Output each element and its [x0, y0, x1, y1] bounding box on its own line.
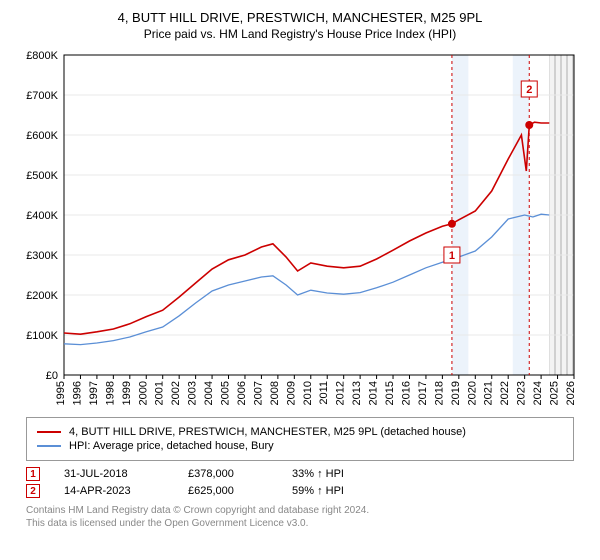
svg-text:2011: 2011 — [318, 381, 330, 405]
footer: Contains HM Land Registry data © Crown c… — [26, 504, 574, 530]
svg-text:2013: 2013 — [351, 381, 363, 405]
transaction-pct: 59% ↑ HPI — [292, 485, 344, 497]
legend-swatch — [37, 445, 61, 447]
svg-text:1: 1 — [449, 250, 455, 262]
footer-line: Contains HM Land Registry data © Crown c… — [26, 504, 574, 517]
svg-text:2018: 2018 — [433, 381, 445, 405]
svg-text:1997: 1997 — [88, 381, 100, 405]
svg-text:1998: 1998 — [104, 381, 116, 405]
svg-text:2001: 2001 — [154, 381, 166, 405]
svg-text:2021: 2021 — [483, 381, 495, 405]
chart: 1 2 £0 £100K £200K £300K £400K £500K £600K £700K £… — [18, 49, 582, 409]
legend: 4, BUTT HILL DRIVE, PRESTWICH, MANCHESTE… — [26, 417, 574, 461]
svg-text:2009: 2009 — [285, 381, 297, 405]
transaction-price: £625,000 — [188, 485, 268, 497]
svg-text:2025: 2025 — [549, 381, 561, 405]
svg-text:2010: 2010 — [302, 381, 314, 405]
svg-text:2020: 2020 — [466, 381, 478, 405]
svg-text:£500K: £500K — [26, 170, 58, 182]
svg-text:£200K: £200K — [26, 290, 58, 302]
svg-text:£600K: £600K — [26, 130, 58, 142]
legend-item: 4, BUTT HILL DRIVE, PRESTWICH, MANCHESTE… — [37, 426, 563, 438]
svg-text:2012: 2012 — [335, 381, 347, 405]
legend-label: HPI: Average price, detached house, Bury — [69, 440, 274, 452]
transaction-date: 31-JUL-2018 — [64, 468, 164, 480]
legend-swatch — [37, 431, 61, 433]
transaction-pct: 33% ↑ HPI — [292, 468, 344, 480]
svg-text:2005: 2005 — [220, 381, 232, 405]
transaction-row: 1 31-JUL-2018 £378,000 33% ↑ HPI — [26, 467, 574, 481]
svg-text:1999: 1999 — [121, 381, 133, 405]
svg-text:1996: 1996 — [71, 381, 83, 405]
svg-text:2026: 2026 — [565, 381, 577, 405]
svg-text:2023: 2023 — [516, 381, 528, 405]
svg-text:2007: 2007 — [252, 381, 264, 405]
svg-text:2022: 2022 — [499, 381, 511, 405]
svg-text:2014: 2014 — [368, 381, 380, 405]
transaction-marker: 2 — [26, 484, 40, 498]
legend-label: 4, BUTT HILL DRIVE, PRESTWICH, MANCHESTE… — [69, 426, 466, 438]
transaction-date: 14-APR-2023 — [64, 485, 164, 497]
svg-text:2024: 2024 — [532, 381, 544, 405]
svg-text:2016: 2016 — [400, 381, 412, 405]
transaction-row: 2 14-APR-2023 £625,000 59% ↑ HPI — [26, 484, 574, 498]
svg-text:2: 2 — [526, 84, 532, 96]
footer-line: This data is licensed under the Open Gov… — [26, 517, 574, 530]
svg-text:2017: 2017 — [417, 381, 429, 405]
transaction-marker: 1 — [26, 467, 40, 481]
page-title: 4, BUTT HILL DRIVE, PRESTWICH, MANCHESTE… — [8, 10, 592, 25]
svg-text:2008: 2008 — [269, 381, 281, 405]
svg-text:2006: 2006 — [236, 381, 248, 405]
svg-text:2015: 2015 — [384, 381, 396, 405]
svg-text:2004: 2004 — [203, 381, 215, 405]
svg-text:£700K: £700K — [26, 90, 58, 102]
svg-text:2002: 2002 — [170, 381, 182, 405]
svg-text:1995: 1995 — [55, 381, 67, 405]
transaction-price: £378,000 — [188, 468, 268, 480]
svg-text:£300K: £300K — [26, 250, 58, 262]
svg-text:2019: 2019 — [450, 381, 462, 405]
chart-svg: 1 2 £0 £100K £200K £300K £400K £500K £600K £700K £… — [18, 49, 582, 409]
svg-text:2003: 2003 — [187, 381, 199, 405]
svg-text:£800K: £800K — [26, 50, 58, 62]
legend-item: HPI: Average price, detached house, Bury — [37, 440, 563, 452]
svg-text:2000: 2000 — [137, 381, 149, 405]
svg-text:£0: £0 — [46, 370, 58, 382]
svg-text:£400K: £400K — [26, 210, 58, 222]
transactions-table: 1 31-JUL-2018 £378,000 33% ↑ HPI 2 14-AP… — [26, 467, 574, 498]
svg-text:£100K: £100K — [26, 330, 58, 342]
page-subtitle: Price paid vs. HM Land Registry's House … — [8, 27, 592, 41]
